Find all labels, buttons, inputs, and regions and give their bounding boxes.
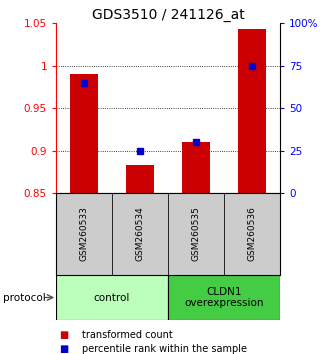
Text: GSM260535: GSM260535 (191, 207, 201, 262)
Bar (238, 29, 266, 193)
Bar (112, 193, 168, 275)
Text: GSM260533: GSM260533 (79, 207, 89, 262)
Bar (168, 193, 224, 275)
Bar (70, 74, 98, 193)
Text: control: control (94, 292, 130, 303)
Text: ■: ■ (59, 344, 68, 354)
Text: ■: ■ (59, 330, 68, 340)
Text: percentile rank within the sample: percentile rank within the sample (82, 344, 247, 354)
Bar (56, 275, 168, 320)
Text: GSM260534: GSM260534 (135, 207, 145, 261)
Text: CLDN1
overexpression: CLDN1 overexpression (184, 287, 264, 308)
Bar (56, 193, 112, 275)
Bar (126, 165, 154, 193)
Bar (224, 193, 280, 275)
Text: transformed count: transformed count (82, 330, 172, 340)
Bar (168, 275, 280, 320)
Bar (182, 142, 210, 193)
Title: GDS3510 / 241126_at: GDS3510 / 241126_at (92, 8, 244, 22)
Text: protocol: protocol (3, 292, 46, 303)
Text: GSM260536: GSM260536 (247, 207, 257, 262)
